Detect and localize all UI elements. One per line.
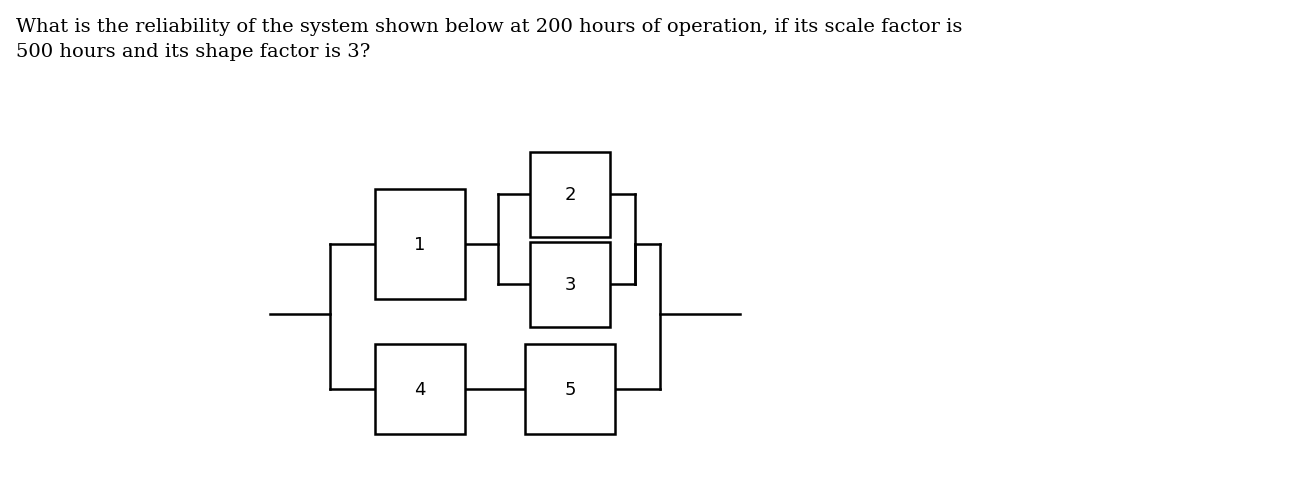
Bar [530,242,611,327]
Text: 2: 2 [565,186,576,203]
Bar [375,344,465,434]
Bar [525,344,615,434]
Bar [375,189,465,300]
Text: 1: 1 [415,235,425,254]
Text: 3: 3 [565,276,576,294]
Text: 5: 5 [565,380,576,398]
Bar [530,152,611,237]
Text: What is the reliability of the system shown below at 200 hours of operation, if : What is the reliability of the system sh… [16,18,962,61]
Text: 4: 4 [415,380,426,398]
